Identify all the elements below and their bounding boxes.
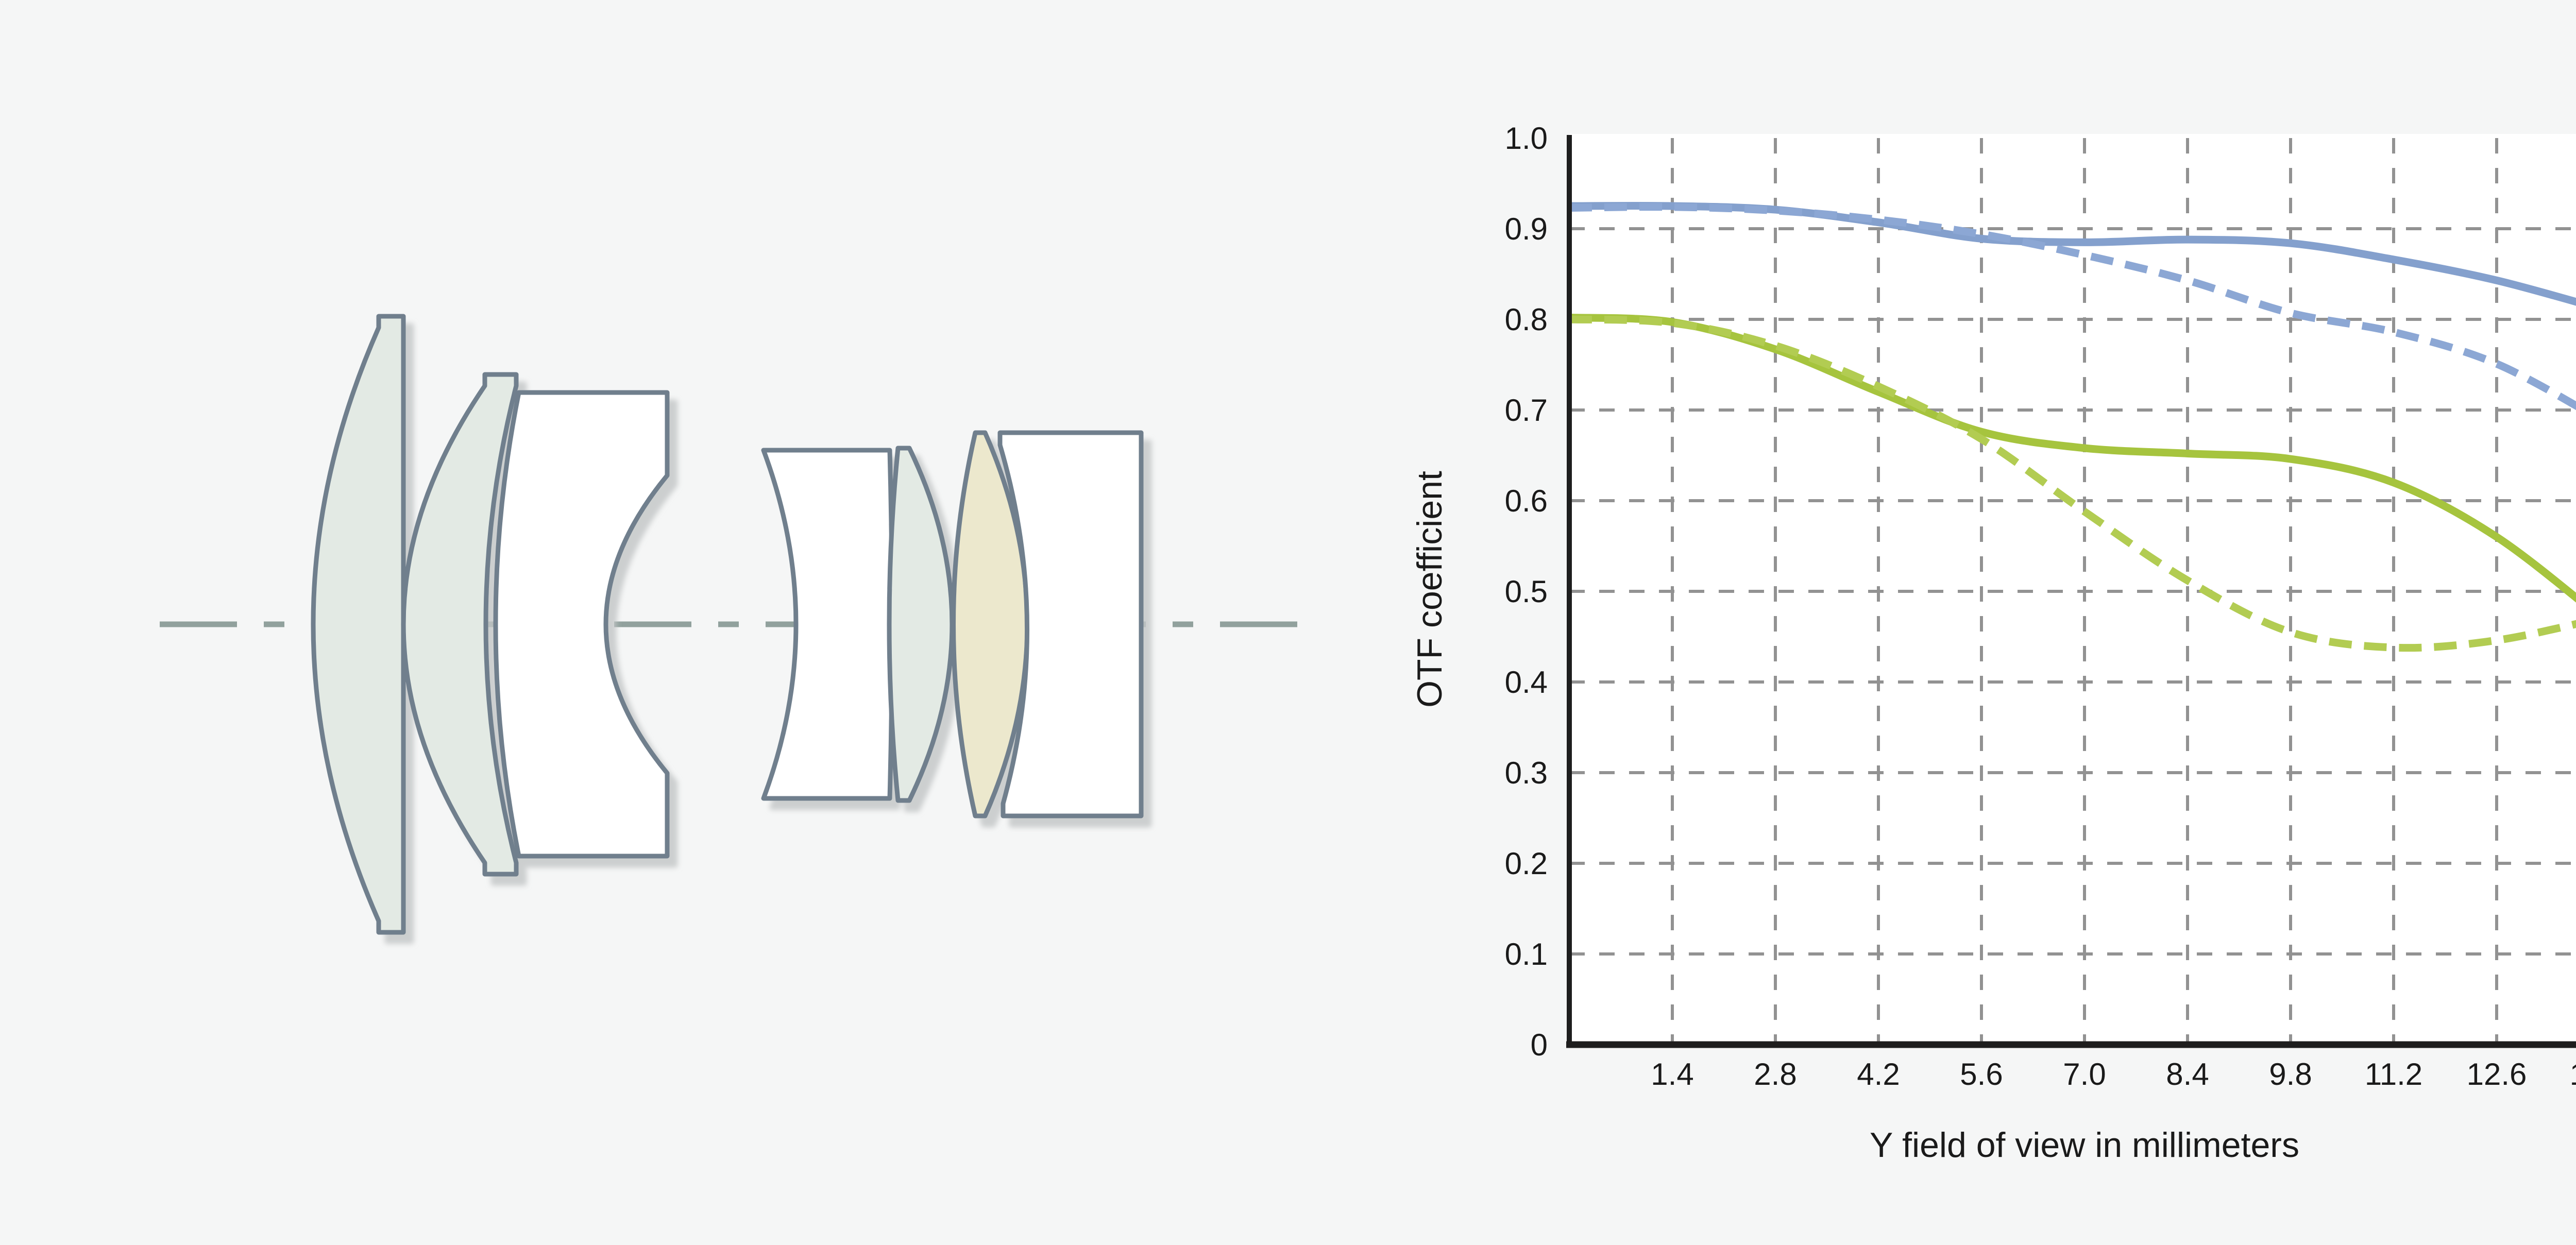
lens-element-1-front-meniscus [311, 314, 406, 935]
series-line-T10_F1.2 [1569, 201, 2576, 306]
y-tick-label: 0.4 [1505, 665, 1548, 700]
y-tick-label: 0.7 [1505, 393, 1548, 428]
x-tick-label: 9.8 [2269, 1057, 2312, 1091]
y-tick-label: 0.9 [1505, 212, 1548, 246]
axes [1566, 135, 2576, 1048]
x-tick-label: 2.8 [1754, 1057, 1797, 1091]
series-line-S10_F1.2 [1569, 203, 2576, 411]
x-tick-label: 14.0 [2570, 1057, 2576, 1091]
y-tick-label: 0.6 [1505, 484, 1548, 518]
y-tick-label: 0.2 [1505, 846, 1548, 881]
x-tick-label: 4.2 [1857, 1057, 1900, 1091]
lens-element-2-meniscus [401, 372, 519, 877]
y-tick-label: 0.5 [1505, 574, 1548, 609]
y-tick-label: 0 [1531, 1028, 1548, 1062]
lens-element-7-rear-block [997, 430, 1144, 818]
x-tick-label: 1.4 [1651, 1057, 1693, 1091]
series-line-S20_F1.2 [1569, 315, 2576, 652]
y-tick-label: 1.0 [1505, 121, 1548, 156]
lens-element-5-biconvex [887, 446, 955, 803]
series-lines [1569, 201, 2576, 652]
y-axis-title: OTF coefficient [1410, 471, 1449, 708]
lens-elements [311, 314, 1144, 935]
y-tick-label: 0.1 [1505, 937, 1548, 971]
gridlines [1569, 138, 2576, 1045]
y-tick-labels: 0 0.1 0.2 0.3 0.4 0.5 0.6 0.7 0.8 0.9 1.0 [1505, 121, 1548, 1062]
plot-area [1569, 134, 2576, 1045]
x-axis-title: Y field of view in millimeters [1870, 1125, 2299, 1165]
x-tick-labels: 1.4 2.8 4.2 5.6 7.0 8.4 9.8 11.2 12.6 14.0 [1651, 1057, 2576, 1091]
x-tick-label: 12.6 [2467, 1057, 2527, 1091]
x-tick-label: 8.4 [2166, 1057, 2209, 1091]
x-tick-label: 5.6 [1960, 1057, 2003, 1091]
x-tick-label: 7.0 [2063, 1057, 2106, 1091]
lens-element-3-concave-block [493, 390, 670, 859]
x-tick-label: 11.2 [2365, 1057, 2422, 1091]
y-tick-label: 0.3 [1505, 756, 1548, 790]
y-tick-label: 0.8 [1505, 302, 1548, 337]
